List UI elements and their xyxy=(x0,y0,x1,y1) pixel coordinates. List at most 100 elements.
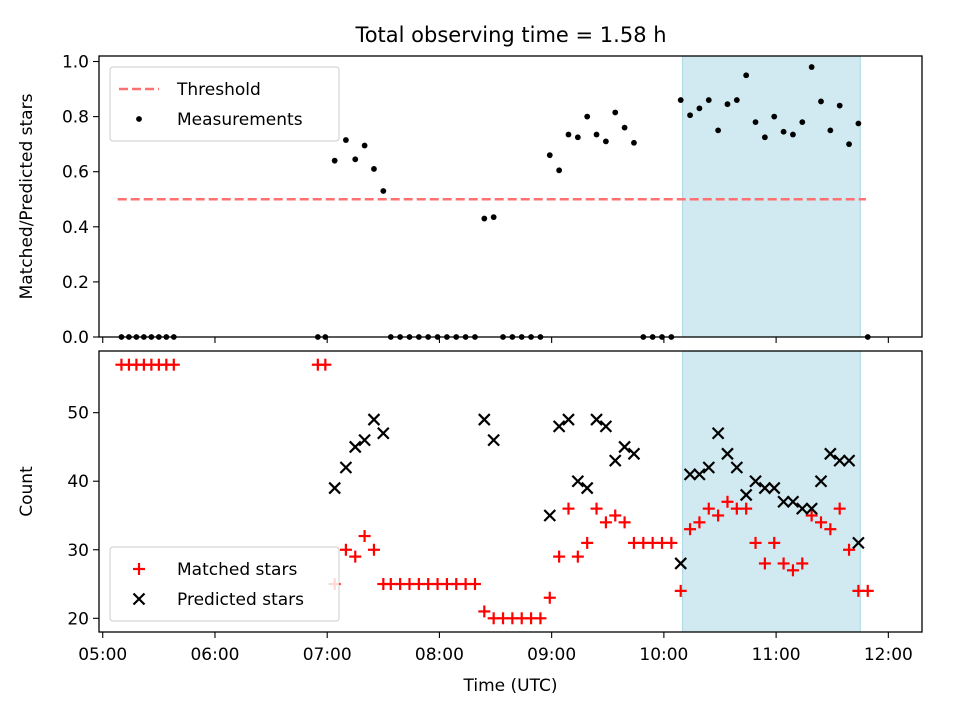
y-tick-label: 0.8 xyxy=(62,108,89,128)
data-point xyxy=(696,105,703,112)
data-point xyxy=(481,215,488,222)
data-point xyxy=(552,420,566,433)
data-point-stroke xyxy=(590,413,603,426)
data-point xyxy=(693,468,706,481)
y-axis-title: Count xyxy=(17,466,37,517)
data-point-stroke xyxy=(702,461,716,474)
data-point-stroke xyxy=(487,433,500,447)
data-point xyxy=(749,474,762,488)
data-point xyxy=(749,536,762,549)
data-point xyxy=(490,214,497,221)
x-tick-label: 07:00 xyxy=(303,645,352,665)
data-point-stroke xyxy=(711,426,725,440)
data-point-stroke xyxy=(824,447,837,461)
data-point xyxy=(348,440,362,454)
data-point-stroke xyxy=(739,488,753,502)
y-axis-title: Matched/Predicted stars xyxy=(17,93,37,299)
data-point-stroke xyxy=(377,426,390,440)
data-point xyxy=(612,109,619,116)
x-tick-label: 11:00 xyxy=(752,645,801,665)
data-point xyxy=(167,358,180,371)
highlight-span xyxy=(682,56,861,337)
data-point xyxy=(377,426,390,440)
data-point xyxy=(786,495,800,509)
data-point xyxy=(740,502,753,515)
x-axis-title: Time (UTC) xyxy=(463,676,558,696)
data-point xyxy=(584,113,591,120)
data-point xyxy=(367,413,381,426)
data-point xyxy=(553,550,566,563)
data-point xyxy=(724,101,731,108)
data-point xyxy=(711,426,725,440)
data-point xyxy=(562,502,575,515)
data-point xyxy=(468,578,481,591)
data-point xyxy=(687,112,693,119)
data-point xyxy=(574,134,581,141)
y-tick-label: 1.0 xyxy=(62,53,89,73)
data-point xyxy=(677,97,684,103)
legend-marker xyxy=(133,563,145,575)
data-point xyxy=(380,188,387,194)
data-point xyxy=(780,128,787,135)
data-point-stroke xyxy=(543,509,557,522)
data-point xyxy=(674,557,687,570)
data-point-stroke xyxy=(767,481,781,495)
data-point xyxy=(590,502,603,515)
data-point-stroke xyxy=(683,468,697,481)
data-point xyxy=(602,138,609,145)
data-point xyxy=(730,461,744,474)
axes-frame xyxy=(98,55,923,338)
data-point xyxy=(805,509,818,522)
data-point xyxy=(683,468,697,481)
data-point xyxy=(702,502,715,515)
data-point-stroke xyxy=(348,440,362,454)
data-point xyxy=(833,454,846,467)
axes-frame xyxy=(98,350,923,633)
legend-label: Predicted stars xyxy=(177,590,304,610)
data-point-stroke xyxy=(852,536,865,550)
data-point xyxy=(546,152,553,159)
legend-label: Matched stars xyxy=(177,560,297,580)
data-point-stroke xyxy=(328,481,341,495)
data-point-stroke xyxy=(599,420,613,433)
data-point xyxy=(799,119,806,126)
data-point xyxy=(609,509,622,522)
data-point xyxy=(358,530,371,543)
series-predicted-stars xyxy=(328,413,865,570)
x-tick-label: 10:00 xyxy=(639,645,688,665)
x-tick-label: 09:00 xyxy=(527,645,576,665)
data-point xyxy=(767,481,781,495)
data-point xyxy=(855,120,862,127)
data-point xyxy=(733,97,740,103)
legend-label: Measurements xyxy=(177,110,303,130)
data-point xyxy=(562,413,575,426)
figure-title: Total observing time = 1.58 h xyxy=(354,23,666,47)
data-point xyxy=(758,557,771,570)
data-point xyxy=(786,564,799,577)
data-point-stroke xyxy=(571,474,585,488)
data-point-stroke xyxy=(358,433,371,447)
data-point xyxy=(739,488,753,502)
data-point-stroke xyxy=(796,502,809,515)
data-point xyxy=(599,516,612,529)
data-point-stroke xyxy=(608,454,622,467)
data-point xyxy=(349,550,362,563)
x-tick-label: 05:00 xyxy=(78,645,127,665)
data-point xyxy=(827,127,834,134)
top-panel: 0.0 0.2 0.4 0.6 0.8 1.0 Matched/Predicted star… xyxy=(17,53,923,348)
data-point xyxy=(768,536,781,549)
data-point-stroke xyxy=(580,481,594,495)
data-point-stroke xyxy=(777,495,790,509)
data-point-stroke xyxy=(730,461,744,474)
data-point xyxy=(621,124,628,131)
data-point xyxy=(715,127,722,134)
y-tick-label: 20 xyxy=(67,609,89,629)
data-point xyxy=(367,543,380,556)
data-point xyxy=(328,481,341,495)
legend-label: Threshold xyxy=(176,80,261,100)
data-point-stroke xyxy=(805,502,818,515)
data-point xyxy=(571,474,585,488)
data-point xyxy=(721,447,734,461)
data-point xyxy=(556,167,563,174)
